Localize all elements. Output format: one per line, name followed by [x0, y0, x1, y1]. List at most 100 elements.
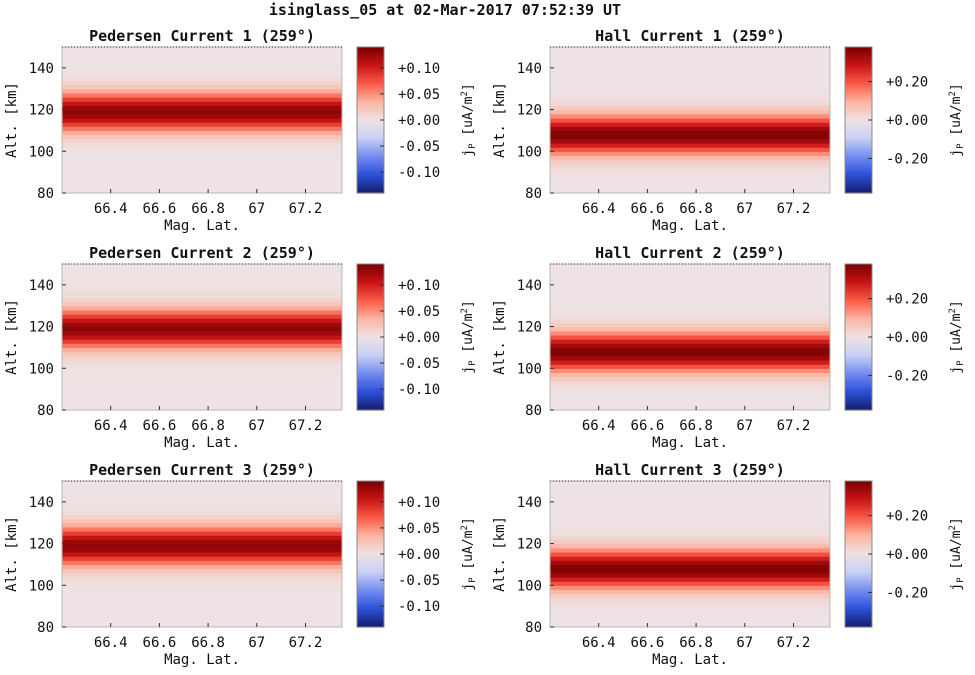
heatmap-cell — [62, 134, 342, 140]
colorbar-segment — [357, 59, 384, 63]
heatmap-cell — [550, 364, 830, 369]
heatmap-cell — [62, 147, 342, 152]
colorbar-segment — [845, 602, 872, 606]
colorbar-segment — [357, 546, 384, 550]
heatmap-cell — [550, 380, 830, 386]
colorbar-segment — [845, 571, 872, 575]
heatmap-cell — [550, 297, 830, 303]
colorbar-segment — [845, 485, 872, 489]
heatmap-cell — [62, 268, 342, 273]
colorbar-segment — [357, 54, 384, 58]
heatmap-cell — [550, 501, 830, 507]
colorbar-segment — [357, 139, 384, 143]
colorbar-segment — [357, 171, 384, 175]
colorbar-tick-label: +0.00 — [886, 547, 928, 563]
y-tick-label: 100 — [29, 144, 54, 160]
colorbar-segment — [845, 51, 872, 55]
heatmap-cell — [62, 589, 342, 595]
heatmap-cell — [550, 522, 830, 528]
heatmap-cell — [550, 585, 830, 591]
y-tick-label: 140 — [517, 278, 542, 294]
heatmap-cell — [550, 481, 830, 486]
colorbar-segment — [357, 146, 384, 150]
x-axis-label: Mag. Lat. — [164, 652, 240, 668]
x-tick-label: 66.6 — [631, 201, 665, 217]
heatmap-cell — [550, 581, 830, 586]
heatmap-cell — [550, 276, 830, 282]
colorbar-segment — [357, 268, 384, 272]
colorbar-segment — [357, 88, 384, 92]
heatmap-cell — [550, 551, 830, 557]
colorbar-segment — [845, 529, 872, 533]
colorbar-segment — [357, 85, 384, 89]
heatmap-cell — [550, 172, 830, 177]
colorbar-segment — [845, 578, 872, 582]
colorbar-segment — [357, 510, 384, 514]
heatmap-cell — [62, 585, 342, 591]
colorbar-segment — [357, 612, 384, 616]
heatmap-cell — [550, 339, 830, 344]
heatmap-cell — [550, 535, 830, 540]
colorbar-segment — [357, 344, 384, 348]
heatmap-cell — [62, 397, 342, 403]
colorbar-segment — [357, 127, 384, 131]
colorbar-segment — [357, 332, 384, 336]
colorbar-segment — [357, 156, 384, 160]
colorbar-tick-label: -0.20 — [886, 585, 928, 601]
colorbar-segment — [845, 332, 872, 336]
heatmap-cell — [550, 88, 830, 94]
colorbar-segment — [845, 617, 872, 621]
colorbar-segment — [845, 141, 872, 145]
colorbar-segment — [357, 154, 384, 158]
colorbar-segment — [845, 281, 872, 285]
colorbar-segment — [357, 512, 384, 516]
colorbar-segment — [845, 273, 872, 277]
heatmap-cell — [550, 330, 830, 336]
heatmap-cell — [550, 47, 830, 52]
colorbar-segment — [845, 100, 872, 104]
heatmap — [62, 47, 342, 194]
colorbar-segment — [845, 402, 872, 406]
colorbar-segment — [357, 317, 384, 321]
colorbar-segment — [357, 588, 384, 592]
heatmap — [550, 481, 830, 628]
heatmap-cell — [62, 539, 342, 545]
colorbar-segment — [357, 407, 384, 411]
y-tick-label: 80 — [37, 620, 54, 636]
colorbar-segment — [845, 363, 872, 367]
colorbar-segment — [845, 573, 872, 577]
heatmap-cell — [62, 568, 342, 574]
x-tick-label: 67 — [248, 635, 265, 651]
panel-title: Hall Current 1 (259°) — [595, 27, 785, 45]
heatmap-cell — [550, 347, 830, 353]
colorbar-tick-label: +0.10 — [398, 61, 440, 77]
y-tick-label: 100 — [517, 144, 542, 160]
colorbar-segment — [357, 188, 384, 192]
heatmap-cell — [62, 597, 342, 603]
colorbar-segment — [357, 278, 384, 282]
colorbar-segment — [845, 500, 872, 504]
heatmap-cell — [62, 551, 342, 557]
heatmap-cell — [62, 109, 342, 115]
colorbar-segment — [845, 390, 872, 394]
y-tick-label: 80 — [37, 186, 54, 202]
colorbar-segment — [845, 310, 872, 314]
colorbar-segment — [357, 400, 384, 404]
heatmap-cell — [550, 59, 830, 65]
colorbar-tick-label: +0.05 — [398, 304, 440, 320]
colorbar-segment — [845, 190, 872, 194]
heatmap-cell — [62, 543, 342, 549]
colorbar-segment — [845, 371, 872, 375]
x-tick-label: 66.8 — [191, 418, 225, 434]
colorbar-segment — [357, 141, 384, 145]
colorbar-segment — [357, 307, 384, 311]
colorbar-segment — [845, 539, 872, 543]
heatmap-cell — [550, 384, 830, 390]
colorbar-segment — [845, 366, 872, 370]
colorbar-segment — [357, 358, 384, 362]
colorbar: +0.20 +0.00 -0.20 jP [uA/m2] — [844, 480, 966, 628]
colorbar-segment — [845, 322, 872, 326]
colorbar-segment — [357, 327, 384, 331]
colorbar-tick-label: +0.20 — [886, 75, 928, 91]
colorbar-segment — [845, 563, 872, 567]
